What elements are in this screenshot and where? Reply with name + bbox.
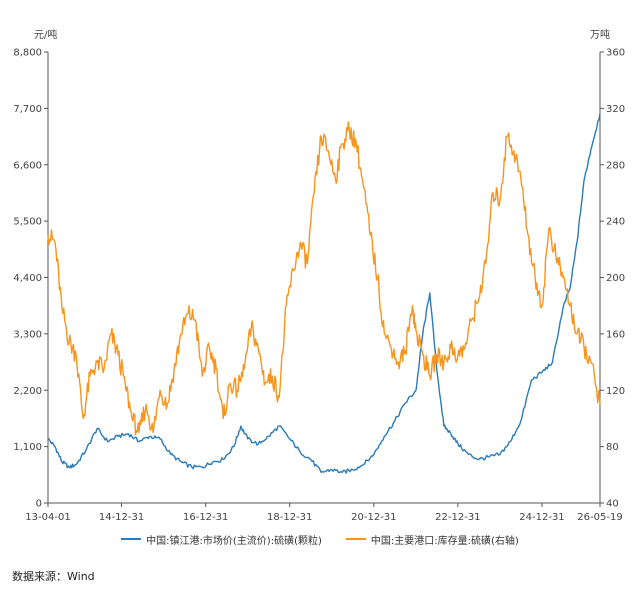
x-tick-label: 20-12-31	[351, 512, 396, 523]
chart-series	[47, 113, 601, 474]
left-tick-label: 8,800	[13, 48, 42, 59]
legend-swatch-inventory	[345, 538, 366, 540]
left-tick-label: 1,100	[13, 442, 42, 453]
x-tick-label: 22-12-31	[435, 512, 480, 523]
source-note: 数据来源：Wind	[12, 570, 95, 583]
right-tick-label: 280	[606, 160, 625, 171]
left-tick-label: 7,700	[13, 104, 42, 115]
right-tick-label: 40	[606, 499, 619, 510]
right-tick-label: 80	[606, 442, 619, 453]
right-tick-label: 240	[606, 217, 625, 228]
right-tick-label: 120	[606, 386, 625, 397]
left-tick-label: 6,600	[13, 160, 42, 171]
right-tick-label: 360	[606, 48, 625, 59]
left-tick-label: 3,300	[13, 329, 42, 340]
right-tick-label: 200	[606, 273, 625, 284]
chart-legend: 中国:镇江港:市场价(主流价):硫磺(颗粒) 中国:主要港口:库存量:硫磺(右轴…	[0, 530, 640, 548]
right-tick-label: 160	[606, 329, 625, 340]
x-tick-label: 14-12-31	[99, 512, 144, 523]
series-line-inventory	[47, 121, 601, 436]
left-axis-unit: 元/吨	[34, 28, 57, 41]
left-tick-label: 0	[36, 499, 42, 510]
right-tick-label: 320	[606, 104, 625, 115]
left-tick-label: 5,500	[13, 217, 42, 228]
x-tick-label: 18-12-31	[267, 512, 312, 523]
chart-axes: 0 1,100 2,200 3,300 4,400 5,500 6,600 7,700 8,80…	[13, 48, 625, 524]
x-tick-label: 26-05-19	[577, 512, 622, 523]
legend-item-inventory: 中国:主要港口:库存量:硫磺(右轴)	[345, 532, 519, 547]
x-tick-label: 13-04-01	[25, 512, 70, 523]
legend-item-price: 中国:镇江港:市场价(主流价):硫磺(颗粒)	[121, 532, 322, 547]
series-line-price	[48, 113, 601, 474]
chart-svg: 0 1,100 2,200 3,300 4,400 5,500 6,600 7,700 8,80…	[13, 28, 625, 524]
legend-label-inventory: 中国:主要港口:库存量:硫磺(右轴)	[370, 535, 519, 547]
x-tick-label: 24-12-31	[519, 512, 564, 523]
x-tick-label: 16-12-31	[183, 512, 228, 523]
left-tick-label: 2,200	[13, 386, 42, 397]
legend-label-price: 中国:镇江港:市场价(主流价):硫磺(颗粒)	[146, 535, 322, 547]
right-axis-unit: 万吨	[590, 28, 610, 41]
legend-swatch-price	[121, 538, 142, 540]
left-tick-label: 4,400	[13, 273, 42, 284]
